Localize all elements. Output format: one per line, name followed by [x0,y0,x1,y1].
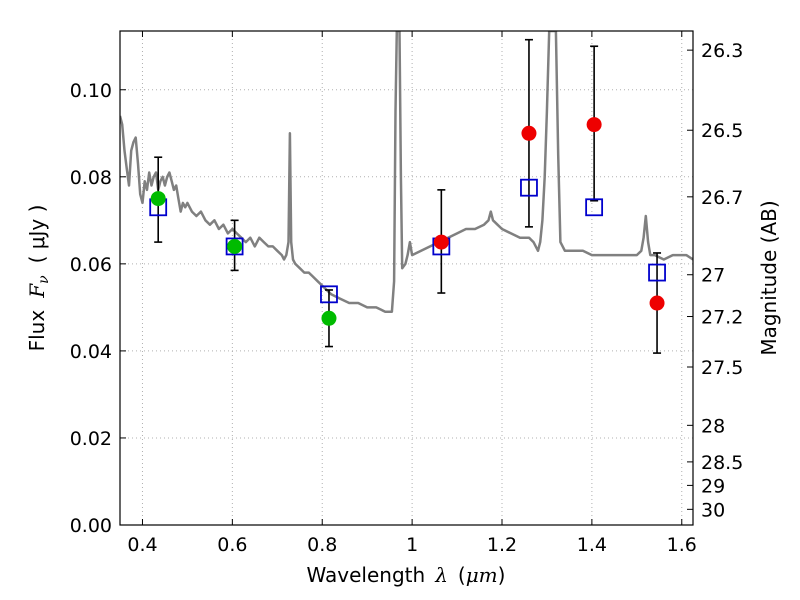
y-axis-label: FluxFν( μJy ) [25,205,52,352]
red-data-point [433,234,449,250]
y-tick-label: 0.10 [70,80,112,102]
red-data-point [649,295,665,311]
x-tick-label: 1.2 [487,534,517,556]
x-tick-label: 0.8 [307,534,337,556]
model-photometry-layer [149,178,666,304]
red-data-point [586,117,602,133]
y-tick-label: 0.02 [70,428,112,450]
y-tick-label: 0.04 [70,341,112,363]
model-photometry-square [320,285,338,304]
y2-tick-label: 27.2 [701,307,743,329]
x-tick-label: 0.6 [217,534,247,556]
red-data-point [521,125,537,141]
x-tick-label: 0.4 [127,534,157,556]
green-data-point [150,191,166,207]
y-tick-label: 0.06 [70,254,112,276]
plot-frame [119,30,694,526]
y-tick-label: 0.00 [70,515,112,537]
model-photometry-square [225,237,244,256]
x-tick-label: 1 [406,534,418,556]
y2-tick-label: 28 [701,415,725,437]
model-photometry-square [585,198,604,217]
y2-tick-label: 28.5 [701,452,743,474]
grid-lines [120,31,693,526]
y2-tick-label: 26.7 [701,187,743,209]
y2-tick-label: 29 [701,475,725,497]
spectrum-line [120,31,693,313]
x-tick-label: 1.6 [667,534,697,556]
y2-tick-label: 27.5 [701,357,743,379]
detection-points-layer [150,117,665,326]
tick-layer: 0.4 0.6 0.8 1 1.2 1.4 1.6 0.00 0.02 0.04 0.06 0.08 0… [70,31,743,556]
y-tick-label: 0.08 [70,167,112,189]
green-data-point [227,238,243,254]
y2-axis-label: Magnitude (AB) [757,200,781,355]
errorbar-layer [154,38,662,354]
x-axis-label: Wavelength λ (μm) [307,563,506,587]
y2-tick-label: 27 [701,265,725,287]
y2-tick-label: 26.3 [701,40,743,62]
x-tick-label: 1.4 [577,534,607,556]
y2-tick-label: 30 [701,499,725,521]
spectrum-layer [120,31,693,313]
model-photometry-square [648,263,666,282]
y2-tick-label: 26.5 [701,120,743,142]
model-photometry-square [520,178,538,197]
green-data-point [321,310,337,326]
